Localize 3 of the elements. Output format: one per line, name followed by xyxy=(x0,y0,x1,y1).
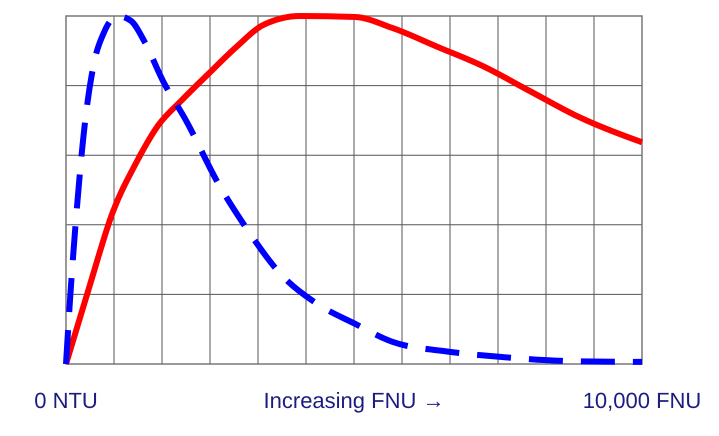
x-tick-label: 10,000 FNU xyxy=(582,388,702,413)
x-tick-label: 0 NTU xyxy=(34,388,98,413)
x-axis-title: Increasing FNU → xyxy=(264,388,444,413)
